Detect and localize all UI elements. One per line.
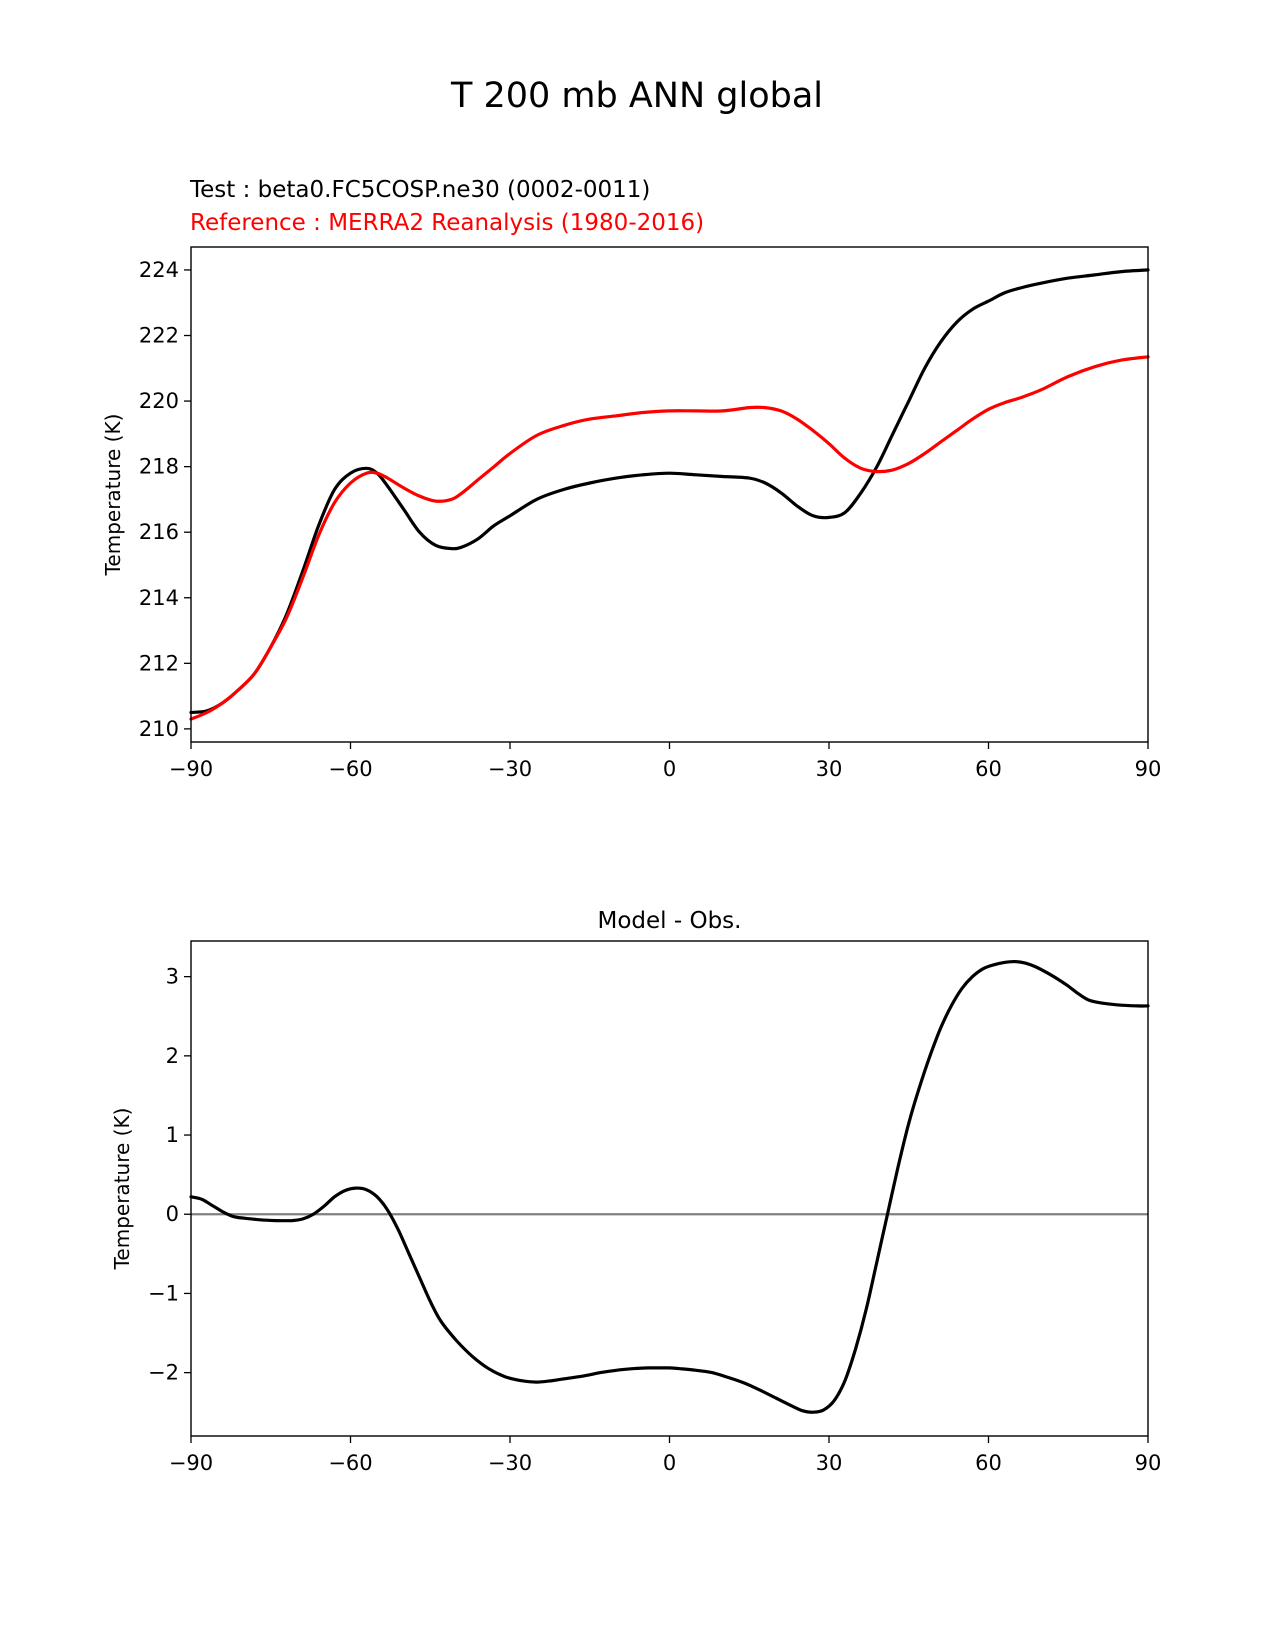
reference-label: Reference : MERRA2 Reanalysis (1980-2016… xyxy=(190,210,704,236)
difference-panel: −90 −60 −30 0 30 60 90 −2 −1 0 1 2 3 Temperature (K) M… xyxy=(110,908,1161,1475)
y-tick-label: 212 xyxy=(139,651,179,675)
x-tick-label: −60 xyxy=(328,1451,372,1475)
y-tick-label: 224 xyxy=(139,258,179,282)
y-tick-label: 2 xyxy=(166,1044,179,1068)
x-tick-label: −30 xyxy=(488,1451,532,1475)
x-tick-label: 30 xyxy=(816,1451,843,1475)
series-line-1 xyxy=(189,355,1150,721)
test-label: Test : beta0.FC5COSP.ne30 (0002-0011) xyxy=(189,177,650,203)
figure-title: T 200 mb ANN global xyxy=(450,76,823,116)
axes-frame xyxy=(190,940,1149,1437)
x-tick-label: 60 xyxy=(975,757,1002,781)
series-line-0 xyxy=(189,959,1150,1414)
y-tick-label: 216 xyxy=(139,520,179,544)
y-tick-label: 214 xyxy=(139,586,179,610)
axes-frame xyxy=(190,246,1149,743)
x-tick-label: −30 xyxy=(488,757,532,781)
y-tick-label: 1 xyxy=(166,1123,179,1147)
top-panel: −90 −60 −30 0 30 60 90 210 212 214 216 218 220 222 224… xyxy=(101,246,1162,781)
y-tick-label: 220 xyxy=(139,389,179,413)
y-tick-label: 210 xyxy=(139,717,179,741)
x-tick-label: 90 xyxy=(1135,757,1162,781)
y-tick-label: 3 xyxy=(166,965,179,989)
x-tick-label: −90 xyxy=(169,757,213,781)
y-axis-label: Temperature (K) xyxy=(110,1108,134,1271)
y-tick-label: −2 xyxy=(148,1361,179,1385)
y-tick-label: −1 xyxy=(148,1281,179,1305)
x-tick-label: 90 xyxy=(1135,1451,1162,1475)
x-tick-label: 0 xyxy=(663,757,676,781)
y-tick-label: 222 xyxy=(139,324,179,348)
y-tick-label: 218 xyxy=(139,455,179,479)
x-tick-label: 30 xyxy=(816,757,843,781)
y-axis-label: Temperature (K) xyxy=(101,414,125,577)
x-tick-label: −60 xyxy=(328,757,372,781)
x-tick-label: −90 xyxy=(169,1451,213,1475)
series-line-0 xyxy=(189,268,1150,715)
x-tick-label: 60 xyxy=(975,1451,1002,1475)
x-tick-label: 0 xyxy=(663,1451,676,1475)
y-tick-label: 0 xyxy=(166,1202,179,1226)
panel-title: Model - Obs. xyxy=(598,908,742,934)
